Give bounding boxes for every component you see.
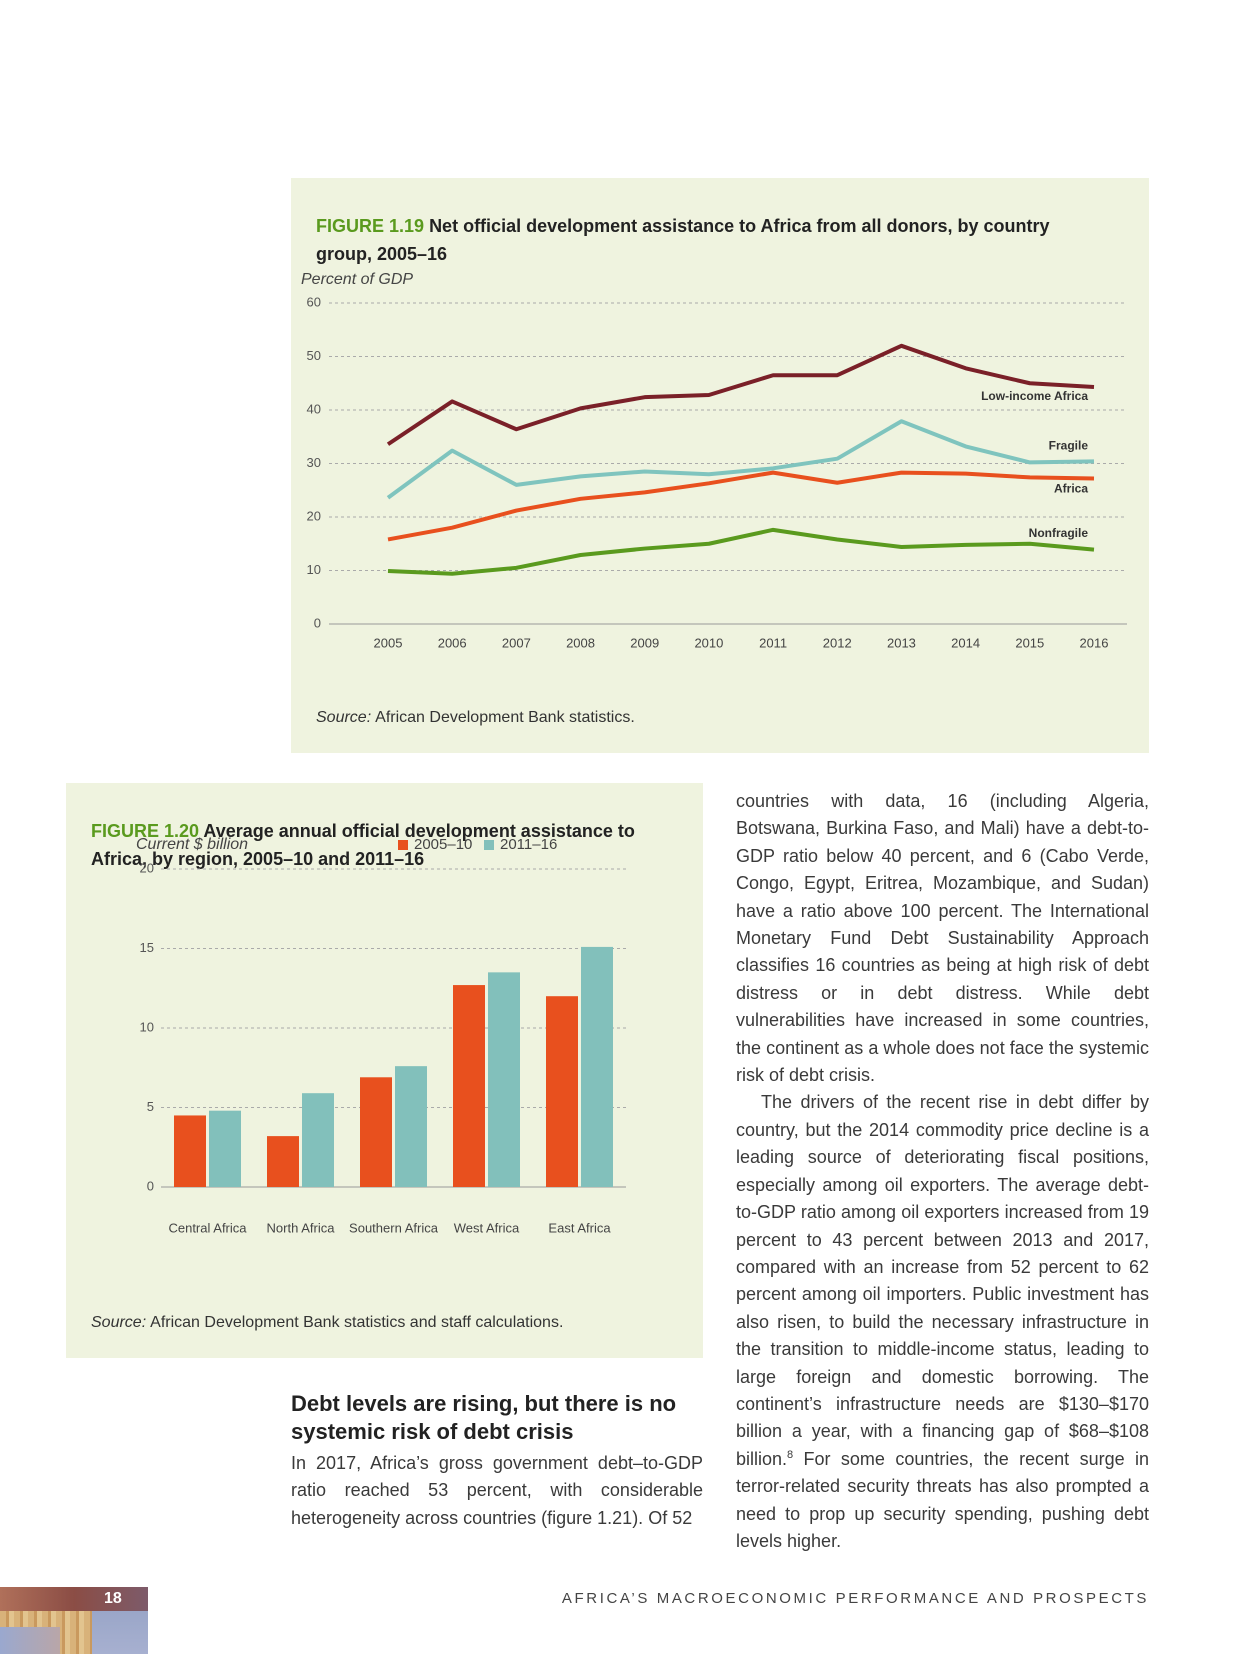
bar (360, 1077, 392, 1187)
x-tick-label: Southern Africa (349, 1220, 439, 1235)
section-heading: Debt levels are rising, but there is no … (291, 1391, 677, 1444)
x-tick-label: 2008 (566, 635, 595, 650)
line-series (386, 343, 1095, 446)
figure-label: FIGURE 1.19 (316, 216, 425, 236)
series-label: Fragile (1049, 439, 1089, 453)
x-tick-label: Central Africa (168, 1220, 247, 1235)
x-tick-label: 2011 (759, 635, 787, 650)
source-label: Source: (91, 1314, 147, 1331)
legend-label: 2005–10 (414, 836, 472, 853)
y-tick-label: 5 (147, 1099, 154, 1114)
y-tick-label: 15 (140, 940, 154, 955)
source: Source: African Development Bank statisti… (316, 709, 635, 727)
running-title: AFRICA’S MACROECONOMIC PERFORMANCE AND P… (561, 1590, 1149, 1607)
series-label: Africa (1054, 482, 1088, 496)
y-tick-label: 20 (307, 508, 321, 523)
paragraph: countries with data, 16 (including Alger… (736, 791, 1149, 1086)
figure-label: FIGURE 1.20 (91, 821, 200, 841)
bar (546, 996, 578, 1187)
section: Debt levels are rising, but there is no … (291, 1390, 703, 1532)
source-label: Source: (316, 709, 372, 726)
y-tick-label: 40 (307, 401, 321, 416)
figure-title-text: Net official development assistance to A… (316, 216, 1050, 264)
figure-title: FIGURE 1.20 Average annual official deve… (91, 817, 681, 873)
bar (395, 1066, 427, 1187)
weave-patch (92, 1611, 148, 1654)
bar (581, 946, 613, 1187)
figure-box: FIGURE 1.19 Net official development ass… (291, 178, 1149, 753)
y-tick-label: 10 (307, 562, 321, 577)
y-tick-label: 30 (307, 455, 321, 470)
series-label: Nonfragile (1029, 526, 1089, 540)
figure-title: FIGURE 1.19 Net official development ass… (316, 212, 1086, 268)
decorative-weave: 18 (0, 1587, 148, 1654)
series-label: Low-income Africa (981, 389, 1088, 403)
y-axis-title: Percent of GDP (301, 271, 413, 288)
legend-swatch (398, 840, 408, 850)
footnote-ref: 8 (787, 1448, 794, 1461)
x-tick-label: 2007 (502, 635, 531, 650)
bar (267, 1136, 299, 1187)
line-series (387, 527, 1095, 576)
bar (453, 985, 485, 1187)
x-tick-label: 2014 (951, 635, 980, 650)
y-tick-label: 60 (307, 294, 321, 309)
section-paragraph: In 2017, Africa’s gross government debt–… (291, 1453, 703, 1528)
figure-title-text: Average annual official development assi… (91, 821, 635, 869)
chart: Percent of GDP 0 10 20 30 40 50 60 2005 2006 2007 2… (301, 271, 1127, 650)
x-tick-label: 2016 (1080, 635, 1109, 650)
line-series (386, 419, 1095, 500)
source-text: African Development Bank statistics and … (150, 1314, 564, 1331)
y-tick-label: 50 (307, 348, 321, 363)
x-tick-label: 2013 (887, 635, 916, 650)
line-series (387, 470, 1095, 542)
x-tick-label: North Africa (267, 1220, 336, 1235)
x-tick-label: 2005 (374, 635, 403, 650)
paragraph-text: The drivers of the recent rise in debt d… (736, 1092, 1149, 1469)
legend-swatch (484, 840, 494, 850)
x-tick-label: 2012 (823, 635, 852, 650)
text-column: countries with data, 16 (including Alger… (736, 788, 1149, 1555)
weave-patch (0, 1627, 60, 1654)
x-tick-label: 2006 (438, 635, 467, 650)
bar (302, 1093, 334, 1187)
y-tick-label: 0 (314, 615, 321, 630)
bar (174, 1115, 206, 1187)
x-tick-label: West Africa (454, 1220, 520, 1235)
page-number-band (0, 1587, 148, 1611)
y-tick-label: 10 (140, 1019, 154, 1034)
paragraph: The drivers of the recent rise in debt d… (736, 1089, 1149, 1555)
y-axis-title: Current $ billion (136, 836, 248, 853)
x-tick-label: East Africa (548, 1220, 611, 1235)
source-text: African Development Bank statistics. (375, 709, 635, 726)
source: Source: African Development Bank statisti… (91, 1314, 563, 1332)
legend-label: 2011–16 (500, 836, 557, 853)
bar (209, 1110, 241, 1187)
bar (488, 972, 520, 1187)
x-tick-label: 2015 (1015, 635, 1044, 650)
x-tick-label: 2010 (694, 635, 723, 650)
page-number: 18 (104, 1590, 122, 1607)
figure-box: FIGURE 1.20 Average annual official deve… (66, 783, 703, 1358)
paragraph-text: For some countries, the recent surge in … (736, 1448, 1149, 1551)
y-tick-label: 20 (140, 860, 154, 875)
x-tick-label: 2009 (630, 635, 659, 650)
y-tick-label: 0 (147, 1178, 154, 1193)
chart: Current $ billion 0 5 10 15 20 Central Africa N… (136, 836, 626, 1235)
